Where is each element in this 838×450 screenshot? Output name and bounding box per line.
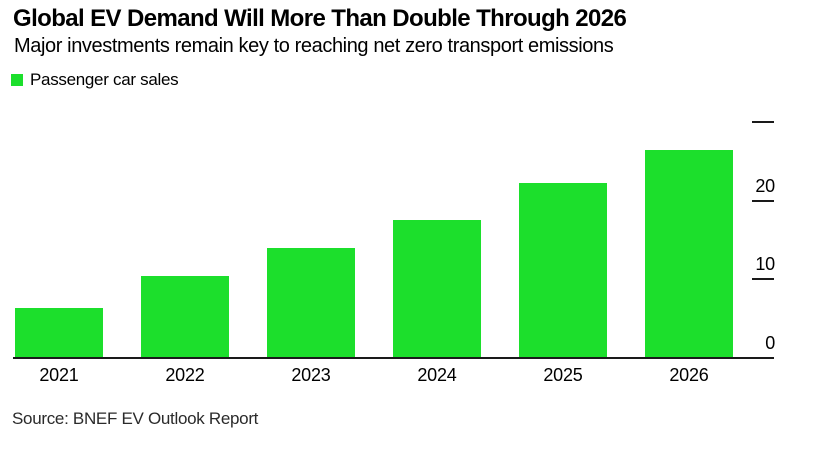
- bar-2024: [393, 220, 481, 358]
- chart-title: Global EV Demand Will More Than Double T…: [13, 5, 627, 32]
- chart-subtitle: Major investments remain key to reaching…: [14, 35, 614, 57]
- y-tick-mark-30: [752, 121, 774, 123]
- legend: Passenger car sales: [11, 70, 179, 89]
- bar-2023: [267, 248, 355, 358]
- y-tick-label-20: 20: [755, 176, 775, 196]
- legend-label: Passenger car sales: [30, 70, 179, 89]
- bar-2025: [519, 183, 607, 358]
- bar-2021: [15, 308, 103, 358]
- y-tick-label-10: 10: [755, 254, 775, 274]
- x-tick-label-2023: 2023: [291, 365, 331, 385]
- y-tick-mark-20: [752, 200, 774, 202]
- x-tick-label-2024: 2024: [417, 365, 457, 385]
- y-tick-label-0: 0: [765, 333, 775, 353]
- x-tick-label-2021: 2021: [39, 365, 79, 385]
- bar-2026: [645, 150, 733, 358]
- y-tick-mark-10: [752, 278, 774, 280]
- x-tick-label-2026: 2026: [669, 365, 709, 385]
- source-note: Source: BNEF EV Outlook Report: [12, 409, 259, 428]
- legend-swatch-icon: [11, 74, 23, 86]
- x-tick-label-2022: 2022: [165, 365, 205, 385]
- x-axis-baseline: [13, 357, 774, 359]
- x-tick-label-2025: 2025: [543, 365, 583, 385]
- bar-2022: [141, 276, 229, 358]
